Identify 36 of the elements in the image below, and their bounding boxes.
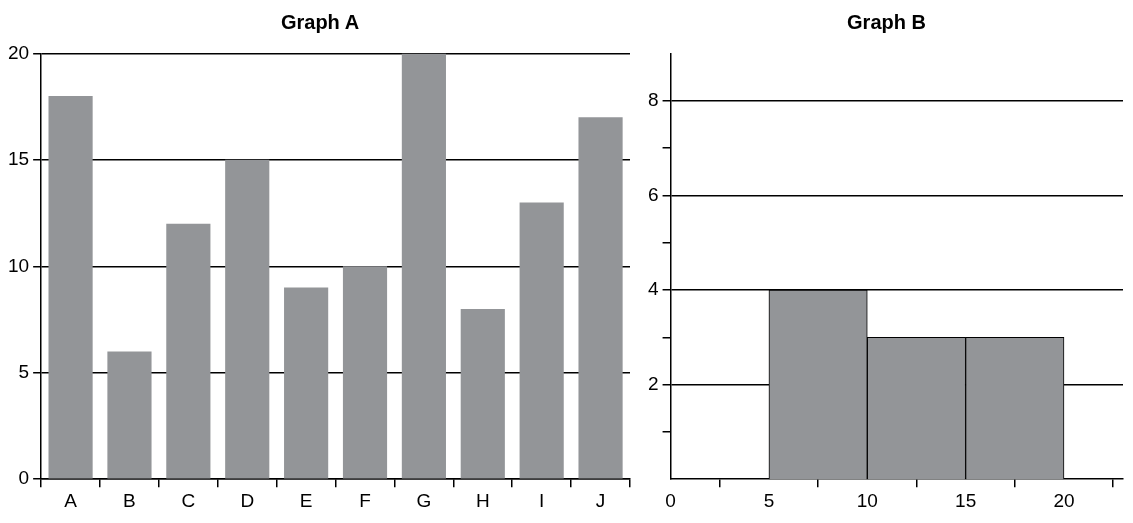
x-tick-label: F: [359, 489, 371, 511]
x-tick-label: B: [123, 489, 136, 511]
x-tick-label: I: [539, 489, 545, 511]
bar: [460, 308, 505, 479]
bar: [107, 351, 152, 479]
chart-title: Graph B: [846, 10, 927, 35]
bar: [284, 287, 329, 479]
x-tick-label: H: [475, 489, 490, 511]
y-tick-label: 20: [7, 41, 30, 63]
bar: [225, 159, 270, 479]
x-tick-label: 15: [955, 489, 977, 511]
x-tick-label: 20: [1053, 489, 1075, 511]
y-tick-label: 8: [647, 88, 659, 110]
y-tick-label: 6: [647, 183, 659, 205]
bar: [519, 202, 564, 479]
bar: [401, 53, 446, 479]
y-tick-label: 5: [18, 360, 30, 382]
y-tick-label: 15: [7, 148, 30, 170]
y-tick-label: 0: [18, 467, 30, 489]
x-tick-label: D: [240, 489, 255, 511]
y-tick-label: 4: [647, 278, 659, 300]
bar: [578, 117, 623, 479]
chart-title: Graph A: [279, 10, 361, 35]
x-tick-label: J: [595, 489, 606, 511]
x-tick-label: 5: [763, 489, 775, 511]
x-tick-label: E: [299, 489, 313, 511]
bar: [342, 266, 388, 479]
y-tick-label: 2: [647, 372, 659, 394]
y-tick-label: 10: [7, 254, 30, 276]
x-tick-label: A: [64, 489, 78, 511]
x-tick-label: C: [181, 489, 196, 511]
bar: [48, 95, 93, 479]
x-tick-label: 10: [856, 489, 878, 511]
bar: [166, 223, 211, 479]
x-tick-label: 0: [665, 489, 676, 511]
x-tick-label: G: [416, 489, 432, 511]
